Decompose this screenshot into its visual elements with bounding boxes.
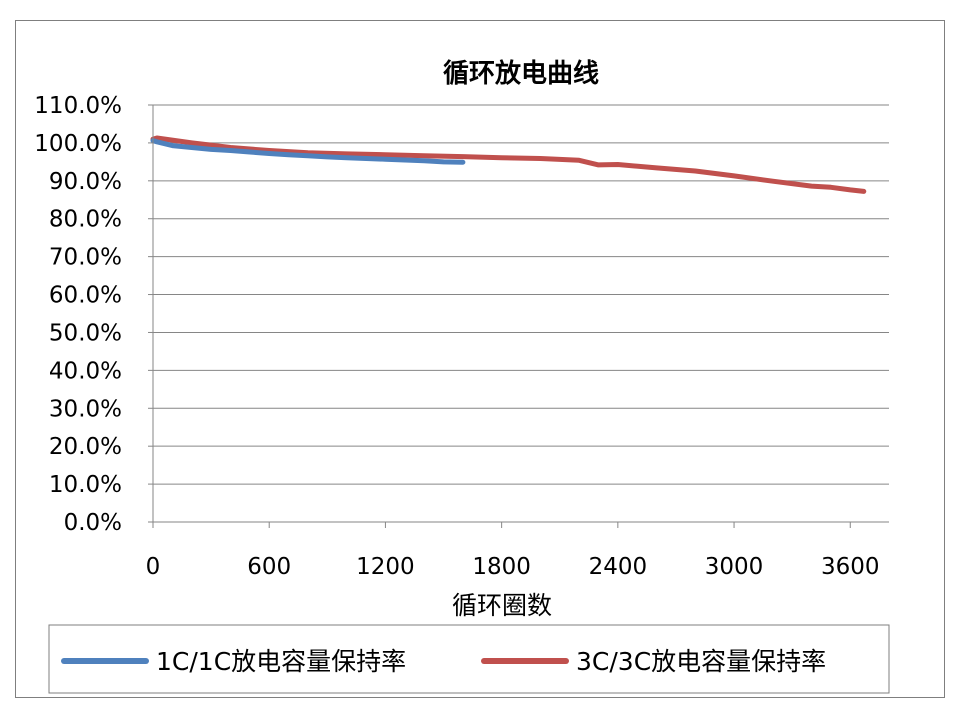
series-lines: [150, 135, 867, 194]
x-axis-title: 循环圈数: [452, 591, 552, 620]
y-tick-label: 60.0%: [49, 283, 122, 309]
chart-title: 循环放电曲线: [443, 58, 599, 89]
y-tick-label: 30.0%: [49, 396, 122, 422]
x-tick-label: 3600: [821, 554, 880, 580]
y-tick-label: 100.0%: [34, 131, 122, 157]
y-tick-label: 10.0%: [49, 472, 122, 498]
x-tick-label: 3000: [705, 554, 764, 580]
y-tick-label: 110.0%: [34, 93, 122, 119]
legend: [48, 624, 890, 694]
y-tick-label: 50.0%: [49, 320, 122, 346]
grid-lines: [153, 104, 889, 485]
x-tick-label: 1800: [472, 554, 531, 580]
y-tick-label: 20.0%: [49, 434, 122, 460]
series-line: [150, 138, 466, 165]
x-tick-label: 0: [146, 554, 161, 580]
y-tick-label: 80.0%: [49, 207, 122, 233]
series-line: [150, 135, 867, 194]
legend-label: 1C/1C放电容量保持率: [156, 647, 406, 676]
chart-canvas: 循环放电曲线 0.0% 10.0% 20.0% 30.0% 40.0% 50.0% 60.0…: [34, 58, 890, 694]
y-tick-label: 90.0%: [49, 169, 122, 195]
x-tick-label: 1200: [356, 554, 415, 580]
legend-label: 3C/3C放电容量保持率: [576, 647, 826, 676]
y-tick-labels: 0.0% 10.0% 20.0% 30.0% 40.0% 50.0% 60.0% 70.0% 8…: [34, 93, 122, 536]
y-tick-label: 40.0%: [49, 358, 122, 384]
x-tick-labels: 0 600 1200 1800 2400 3000 3600: [146, 554, 880, 580]
y-tick-label: 70.0%: [49, 245, 122, 271]
legend-entries: 1C/1C放电容量保持率 3C/3C放电容量保持率: [61, 647, 826, 676]
axes: [148, 104, 889, 528]
y-tick-label: 0.0%: [64, 510, 122, 536]
chart-frame: 循环放电曲线 0.0% 10.0% 20.0% 30.0% 40.0% 50.0% 60.0…: [15, 20, 945, 698]
x-tick-label: 600: [247, 554, 291, 580]
x-tick-label: 2400: [589, 554, 648, 580]
